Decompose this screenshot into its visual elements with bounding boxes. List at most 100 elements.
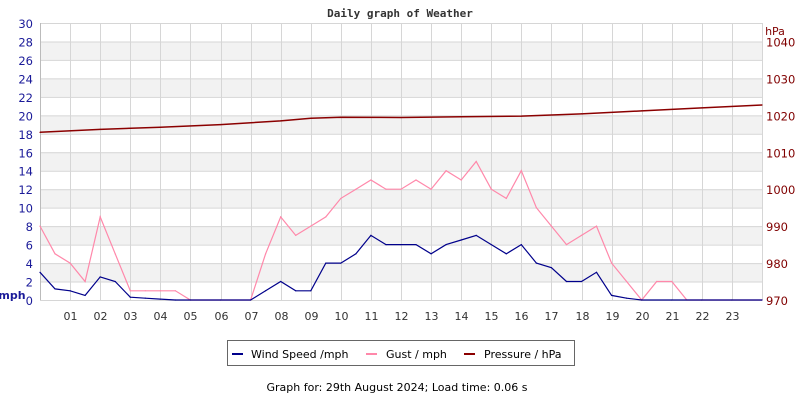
left-axis-label: mph bbox=[0, 289, 26, 302]
data-point-wind bbox=[731, 299, 733, 301]
x-tick-label: 22 bbox=[696, 310, 710, 323]
data-point-pressure bbox=[310, 117, 312, 119]
data-point-wind bbox=[265, 290, 267, 292]
data-point-wind bbox=[595, 271, 598, 273]
data-point-wind bbox=[535, 262, 537, 264]
x-tick-label: 12 bbox=[395, 310, 409, 323]
data-point-wind bbox=[355, 253, 357, 255]
data-point-wind bbox=[641, 299, 643, 301]
data-point-gust bbox=[54, 253, 56, 255]
data-point-wind bbox=[370, 234, 372, 236]
x-tick-label: 11 bbox=[365, 310, 379, 323]
data-point-gust bbox=[340, 197, 342, 200]
data-point-wind bbox=[99, 276, 101, 278]
data-point-wind bbox=[189, 299, 192, 301]
data-point-wind bbox=[219, 299, 222, 301]
data-point-gust bbox=[535, 207, 537, 209]
data-point-wind bbox=[114, 280, 116, 283]
data-point-wind bbox=[39, 271, 41, 273]
data-point-gust bbox=[295, 234, 297, 236]
legend-swatch-wind bbox=[232, 353, 243, 355]
left-tick-label: 6 bbox=[26, 239, 33, 253]
data-point-pressure bbox=[219, 123, 222, 126]
data-point-wind bbox=[671, 299, 673, 301]
right-tick-label: 980 bbox=[766, 257, 788, 271]
data-point-gust bbox=[445, 170, 447, 172]
left-tick-label: 2 bbox=[26, 276, 33, 290]
data-point-wind bbox=[174, 299, 176, 301]
data-point-gust bbox=[400, 188, 402, 190]
data-point-wind bbox=[626, 297, 628, 299]
x-tick-label: 07 bbox=[245, 310, 259, 323]
data-point-wind bbox=[761, 299, 763, 301]
data-point-pressure bbox=[99, 128, 101, 130]
data-point-gust bbox=[595, 225, 598, 227]
x-tick-label: 13 bbox=[425, 310, 439, 323]
left-tick-label: 20 bbox=[18, 109, 33, 123]
data-point-gust bbox=[144, 290, 146, 292]
data-point-wind bbox=[159, 298, 161, 300]
data-point-gust bbox=[39, 225, 41, 227]
data-point-gust bbox=[69, 262, 71, 264]
data-point-gust bbox=[159, 290, 161, 292]
data-point-pressure bbox=[159, 126, 161, 128]
data-point-wind bbox=[385, 244, 387, 246]
data-point-gust bbox=[325, 216, 327, 218]
data-point-gust bbox=[550, 225, 553, 227]
x-tick-label: 21 bbox=[666, 310, 680, 323]
right-tick-label: 1010 bbox=[766, 146, 795, 160]
x-tick-label: 10 bbox=[335, 310, 349, 323]
data-point-wind bbox=[505, 253, 507, 255]
x-tick-label: 01 bbox=[64, 310, 78, 323]
right-tick-label: 1030 bbox=[766, 72, 795, 86]
data-point-gust bbox=[520, 170, 522, 172]
data-point-gust bbox=[415, 179, 417, 181]
data-point-wind bbox=[490, 244, 492, 246]
data-point-wind bbox=[340, 262, 342, 264]
right-tick-label: 1020 bbox=[766, 109, 795, 123]
right-tick-label: 1000 bbox=[766, 183, 795, 197]
left-tick-label: 30 bbox=[18, 17, 33, 31]
legend-label-wind: Wind Speed /mph bbox=[251, 348, 349, 361]
data-point-wind bbox=[565, 280, 568, 283]
x-tick-label: 05 bbox=[184, 310, 198, 323]
data-point-gust bbox=[265, 253, 267, 255]
data-point-wind bbox=[144, 297, 146, 299]
data-point-gust bbox=[505, 197, 507, 200]
x-tick-label: 15 bbox=[485, 310, 499, 323]
data-point-wind bbox=[295, 290, 297, 292]
x-tick-label: 23 bbox=[726, 310, 740, 323]
left-tick-label: 4 bbox=[26, 257, 33, 271]
left-tick-label: 14 bbox=[18, 165, 33, 179]
legend-swatch-gust bbox=[366, 353, 377, 355]
data-point-gust bbox=[280, 216, 282, 218]
data-point-gust bbox=[114, 253, 116, 255]
data-point-wind bbox=[54, 288, 56, 290]
data-point-wind bbox=[325, 262, 327, 264]
data-point-gust bbox=[430, 188, 432, 190]
right-tick-label: 990 bbox=[766, 220, 788, 234]
left-tick-label: 26 bbox=[18, 54, 33, 68]
data-point-gust bbox=[355, 188, 357, 190]
left-tick-label: 18 bbox=[18, 128, 33, 142]
data-point-pressure bbox=[280, 120, 282, 122]
data-point-gust bbox=[370, 179, 372, 181]
left-tick-label: 22 bbox=[18, 91, 33, 105]
data-point-gust bbox=[129, 290, 131, 292]
left-tick-label: 16 bbox=[18, 146, 33, 160]
data-point-gust bbox=[490, 188, 492, 190]
data-point-wind bbox=[249, 299, 252, 301]
data-point-gust bbox=[656, 280, 658, 283]
data-point-wind bbox=[400, 244, 402, 246]
data-point-wind bbox=[520, 244, 522, 246]
left-tick-label: 28 bbox=[18, 35, 33, 49]
footer-text: Graph for: 29th August 2024; Load time: … bbox=[267, 381, 528, 394]
data-point-wind bbox=[580, 280, 583, 283]
data-point-wind bbox=[280, 280, 282, 283]
data-point-gust bbox=[610, 262, 613, 264]
legend-box bbox=[227, 340, 575, 366]
data-point-gust bbox=[84, 280, 86, 283]
data-point-gust bbox=[99, 216, 101, 218]
